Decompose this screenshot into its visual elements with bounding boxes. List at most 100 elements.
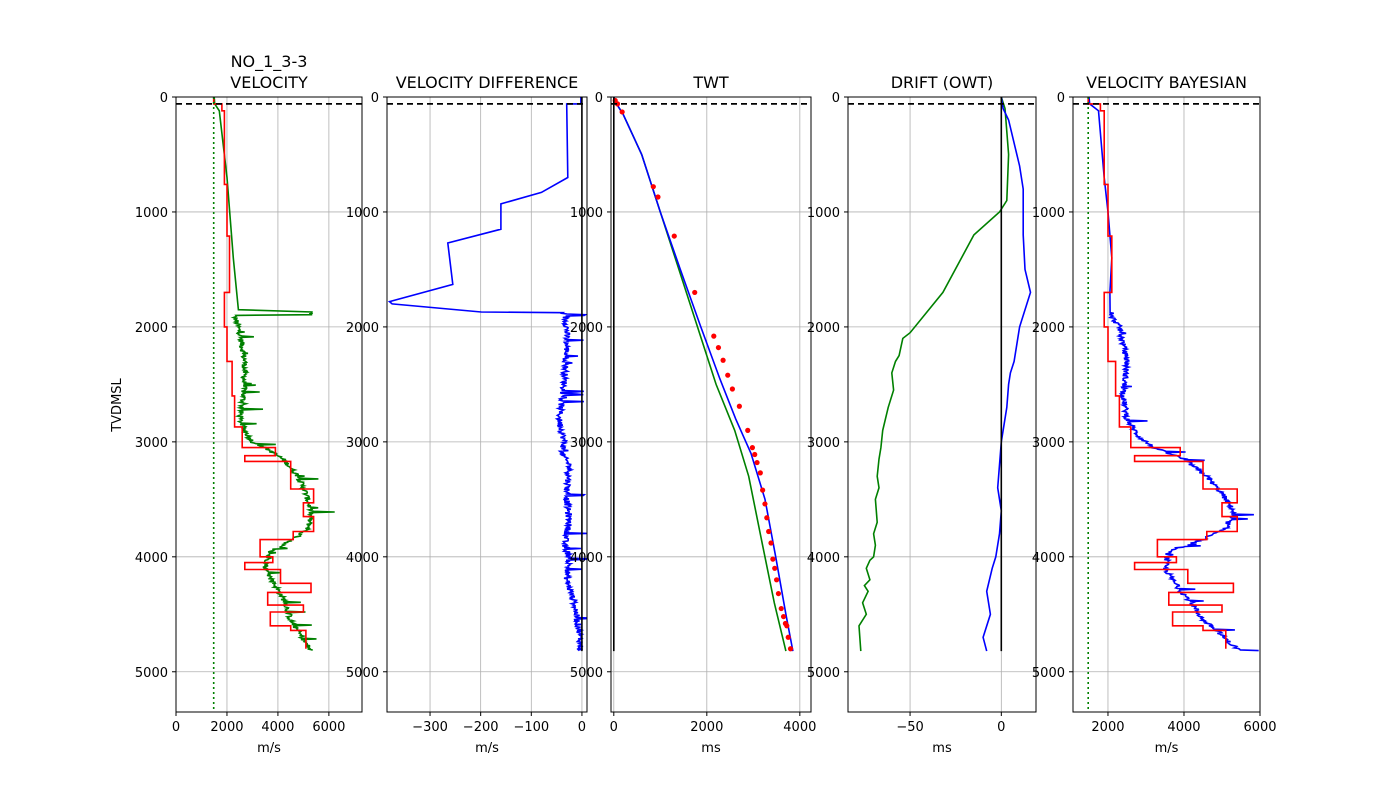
y-tick-label: 3000 (1032, 436, 1065, 451)
y-tick-label: 2000 (807, 321, 840, 336)
y-tick-label: 4000 (346, 551, 379, 566)
series-line-2 (214, 97, 314, 649)
axes-frame (1073, 97, 1260, 712)
x-axis-label: ms (701, 741, 721, 756)
grid (387, 97, 587, 712)
x-tick-label: 2000 (210, 720, 243, 735)
data-point (752, 452, 757, 457)
x-tick-label: 0 (997, 720, 1005, 735)
x-tick-label: −50 (896, 720, 923, 735)
x-tick-label: −300 (412, 720, 448, 735)
data-point (716, 345, 721, 350)
data-point (772, 566, 777, 571)
data-point (764, 515, 769, 520)
grid (611, 97, 811, 712)
data-point (720, 358, 725, 363)
data-point (725, 373, 730, 378)
y-tick-label: 1000 (1032, 206, 1065, 221)
y-tick-label: 1000 (570, 206, 603, 221)
x-tick-label: 2000 (1091, 720, 1124, 735)
y-tick-label: 5000 (570, 666, 603, 681)
y-tick-label: 0 (832, 91, 840, 106)
y-tick-label: 0 (1057, 91, 1065, 106)
x-tick-label: 6000 (1243, 720, 1276, 735)
grid (1073, 97, 1260, 712)
y-tick-label: 2000 (135, 321, 168, 336)
y-tick-label: 4000 (1032, 551, 1065, 566)
series-line-1 (390, 97, 595, 651)
data-point (779, 606, 784, 611)
series-group (859, 97, 1031, 651)
panel-3: 0 2000 4000010002000300040005000msTWT (570, 73, 816, 756)
axes-frame (611, 97, 811, 712)
panel-title: DRIFT (OWT) (891, 73, 994, 92)
y-tick-label: 3000 (570, 436, 603, 451)
series-group (613, 97, 794, 651)
data-point (655, 194, 660, 199)
x-tick-label: −200 (463, 720, 499, 735)
x-axis-label: m/s (1155, 741, 1179, 756)
y-tick-label: 1000 (807, 206, 840, 221)
series-group (214, 97, 335, 712)
series-line-2 (1088, 97, 1237, 649)
y-tick-label: 5000 (135, 666, 168, 681)
x-tick-label: 6000 (312, 720, 345, 735)
series-line-2 (614, 97, 793, 651)
data-point (784, 623, 789, 628)
x-tick-label: 0 (172, 720, 180, 735)
data-point (730, 386, 735, 391)
data-point (620, 109, 625, 114)
data-point (758, 470, 763, 475)
data-point (760, 488, 765, 493)
y-tick-label: 1000 (135, 206, 168, 221)
series-line-1 (1089, 97, 1259, 651)
x-tick-label: 4000 (261, 720, 294, 735)
panel-title: TWT (692, 73, 729, 92)
y-tick-label: 0 (371, 91, 379, 106)
axes-frame (176, 97, 362, 712)
panel-1: 0 2000 4000 6000 0 1000 2000 3000 4000 5000 m/s NO_… (135, 52, 362, 756)
panel-title: NO_1_3-3 (231, 52, 308, 72)
x-axis-label: ms (932, 741, 952, 756)
y-tick-label: 3000 (807, 436, 840, 451)
y-tick-label: 2000 (346, 321, 379, 336)
y-tick-label: 2000 (1032, 321, 1065, 336)
data-point (651, 184, 656, 189)
y-tick-label: 3000 (346, 436, 379, 451)
series-group (1088, 97, 1259, 712)
panel-title: VELOCITY DIFFERENCE (396, 73, 579, 92)
axes-frame (387, 97, 587, 712)
data-point (770, 557, 775, 562)
data-point (762, 501, 767, 506)
data-point (754, 460, 759, 465)
y-tick-label: 5000 (346, 666, 379, 681)
panel-4: −50 0 0 1000 2000 3000 4000 5000 ms DRIFT (OWT) (807, 73, 1036, 756)
x-tick-label: 4000 (783, 720, 816, 735)
x-axis-label: m/s (257, 741, 281, 756)
x-tick-label: −100 (513, 720, 549, 735)
x-tick-label: 0 (610, 720, 618, 735)
y-tick-label: 0 (160, 91, 168, 106)
panel-2: −300 −200 −100 0 0 1000 2000 3000 4000 5000 m/s VEL… (346, 73, 595, 756)
y-tick-label: 0 (595, 91, 603, 106)
x-tick-label: 4000 (1167, 720, 1200, 735)
y-tick-label: 4000 (807, 551, 840, 566)
data-point (711, 334, 716, 339)
grid (176, 97, 362, 712)
series-line-1 (859, 97, 1009, 651)
panel-5: 2000 4000 6000 0 1000 2000 3000 4000 5000 m/s VELO… (1032, 73, 1277, 756)
data-point (788, 646, 793, 651)
series-line-1 (614, 97, 786, 651)
y-tick-label: 5000 (807, 666, 840, 681)
data-point (750, 445, 755, 450)
data-point (768, 540, 773, 545)
data-point (745, 428, 750, 433)
data-point (781, 614, 786, 619)
y-tick-label: 2000 (570, 321, 603, 336)
panel-title: VELOCITY (230, 73, 308, 92)
data-point (774, 577, 779, 582)
data-point (776, 591, 781, 596)
data-point (766, 529, 771, 534)
panel-title: VELOCITY BAYESIAN (1086, 73, 1247, 92)
